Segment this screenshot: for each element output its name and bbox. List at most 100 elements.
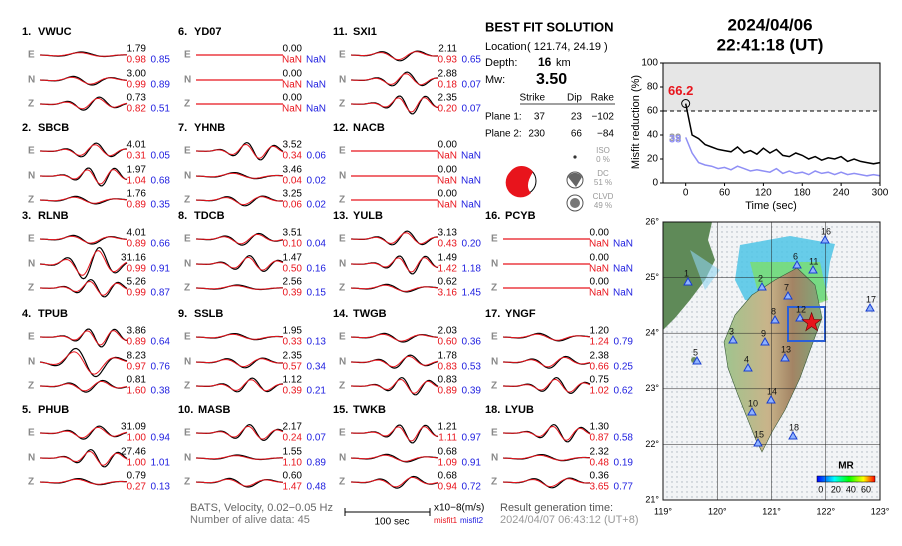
misfit2-legend: misfit2: [460, 516, 484, 525]
misfit2: 0.72: [462, 482, 482, 493]
misfit2: 1.45: [462, 288, 482, 299]
misfit2: 0.15: [307, 288, 327, 299]
misfit2: 0.38: [151, 386, 171, 397]
map: MR 119° 120° 121° 122° 123°21°22°23°24°25°26…: [645, 216, 889, 516]
component-label: E: [491, 332, 498, 343]
misfit1: 0.97: [127, 362, 147, 373]
depth-label: Depth:: [485, 57, 517, 69]
station-marker: [820, 234, 830, 244]
misfit2: 1.18: [462, 264, 482, 275]
misfit1: 0.10: [283, 239, 303, 250]
component-label: E: [339, 428, 346, 439]
amplitude: 3.25: [283, 189, 303, 200]
misfit1: 0.18: [438, 80, 458, 91]
y-tick-label: 80: [647, 82, 659, 93]
misfit2: 0.04: [307, 239, 327, 250]
amplitude: 0.83: [438, 375, 458, 386]
misfit1: 0.39: [283, 288, 303, 299]
misfit1: 0.89: [438, 386, 458, 397]
x-axis-label: Time (sec): [745, 200, 797, 212]
decomp-label: ISO: [596, 146, 610, 155]
misfit2: 0.48: [307, 482, 327, 493]
misfit2: 0.62: [614, 386, 634, 397]
amplitude: 1.20: [590, 326, 610, 337]
station-marker: [788, 430, 798, 440]
amplitude: 1.76: [127, 189, 147, 200]
component-label: E: [339, 146, 346, 157]
amplitude: 1.30: [590, 422, 610, 433]
table-header: Dip: [567, 93, 582, 104]
misfit1: 0.57: [283, 362, 303, 373]
component-label: N: [339, 75, 346, 86]
mainland: [663, 222, 715, 330]
amplitude: 4.01: [127, 228, 147, 239]
misfit2: 0.65: [462, 55, 482, 66]
misfit2: 0.87: [151, 288, 171, 299]
misfit1: 1.42: [438, 264, 458, 275]
misfit1: 0.94: [438, 482, 458, 493]
station-number: 12.: [333, 122, 348, 134]
misfit2: 0.35: [151, 200, 171, 211]
amplitude: 1.78: [438, 351, 458, 362]
misfit1: 1.00: [127, 433, 147, 444]
decomp-label: CLVD: [593, 192, 614, 201]
misfit1: 0.43: [438, 239, 458, 250]
amplitude: 0.68: [438, 447, 458, 458]
annotation: 38: [669, 133, 681, 145]
amplitude: 2.35: [283, 351, 303, 362]
misfit1: 0.99: [127, 80, 147, 91]
misfit1: 0.04: [283, 176, 303, 187]
misfit1: 0.31: [127, 151, 147, 162]
misfit1: 1.60: [127, 386, 147, 397]
station-marker: [692, 355, 702, 365]
misfit1: 0.27: [127, 482, 147, 493]
misfit1: NaN: [589, 239, 609, 250]
taiwan: [723, 267, 823, 453]
component-label: N: [184, 259, 191, 270]
map-lat-label: 25°: [645, 272, 659, 282]
station-label: 4: [744, 354, 749, 364]
map-lat-label: 26°: [645, 216, 659, 226]
station-name: TWKB: [353, 404, 386, 416]
misfit1: 0.98: [127, 55, 147, 66]
waveform-synthetic: [350, 476, 439, 488]
waveform-synthetic: [39, 426, 128, 439]
component-label: Z: [28, 381, 34, 392]
map-lon-label: 119°: [654, 506, 672, 516]
misfit1: 0.50: [283, 264, 303, 275]
station-name: LYUB: [505, 404, 534, 416]
station-label: 2: [758, 273, 763, 283]
waveform-synthetic: [350, 51, 439, 61]
misfit1-legend: misfit1: [434, 516, 458, 525]
amplitude: 0.00: [590, 228, 610, 239]
waveform-synthetic: [195, 379, 284, 392]
misfit2: 0.97: [462, 433, 482, 444]
y-tick-label: 100: [641, 58, 658, 69]
x-tick-label: 120: [755, 188, 772, 199]
misfit1: 1.47: [283, 482, 303, 493]
station-number: 9.: [178, 308, 187, 320]
plane-label: Plane 1:: [485, 112, 522, 123]
amplitude: 1.21: [438, 422, 458, 433]
filter-info: BATS, Velocity, 0.02−0.05 Hz: [190, 502, 333, 514]
component-label: Z: [28, 99, 34, 110]
component-label: E: [184, 146, 191, 157]
component-label: E: [28, 50, 35, 61]
amplitude: 2.32: [590, 447, 610, 458]
amplitude: 0.73: [127, 93, 147, 104]
misfit1: 0.66: [590, 362, 610, 373]
station-number: 17.: [485, 308, 500, 320]
misfit1: 0.83: [438, 362, 458, 373]
misfit1: NaN: [282, 104, 302, 115]
component-label: Z: [28, 477, 34, 488]
station-label: 6: [793, 251, 798, 261]
station-label: 8: [771, 306, 776, 316]
component-label: E: [28, 428, 35, 439]
component-label: N: [28, 171, 35, 182]
misfit2: 0.66: [151, 239, 171, 250]
station-name: NACB: [353, 122, 385, 134]
y-axis-label: Misfit reduction (%): [630, 75, 642, 169]
component-label: E: [184, 50, 191, 61]
waveform-synthetic: [40, 450, 128, 466]
